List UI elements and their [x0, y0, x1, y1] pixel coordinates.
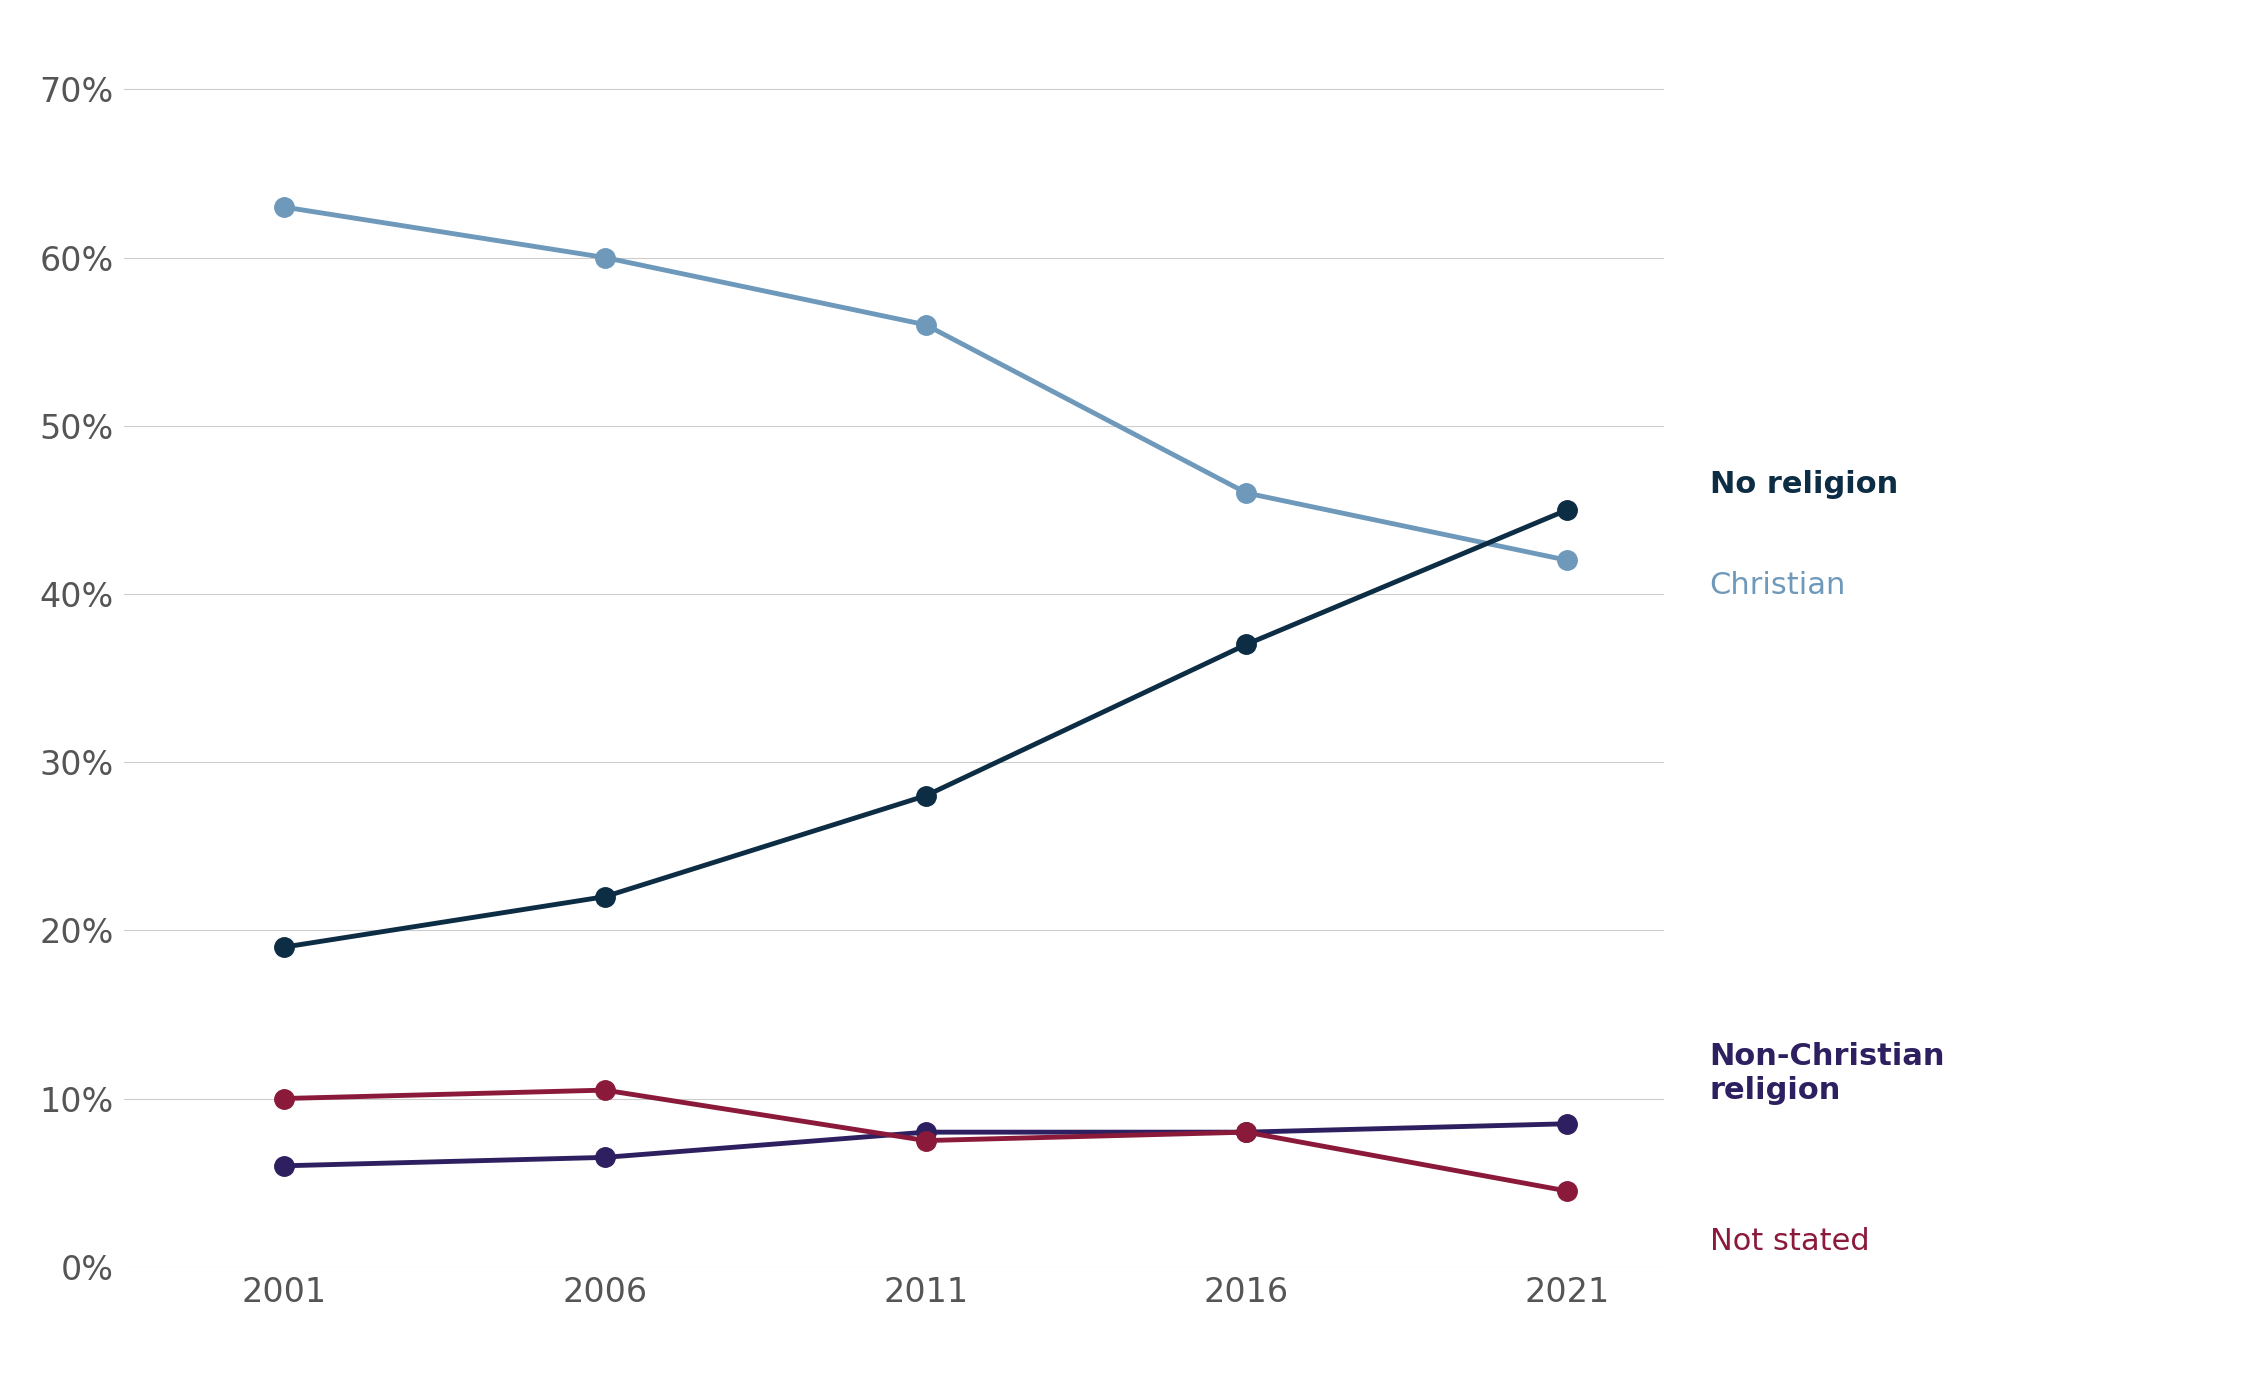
Text: Not stated: Not stated [1711, 1226, 1870, 1256]
Text: Christian: Christian [1711, 571, 1846, 600]
Text: Non-Christian
religion: Non-Christian religion [1711, 1043, 1945, 1105]
Text: No religion: No religion [1711, 470, 1897, 500]
